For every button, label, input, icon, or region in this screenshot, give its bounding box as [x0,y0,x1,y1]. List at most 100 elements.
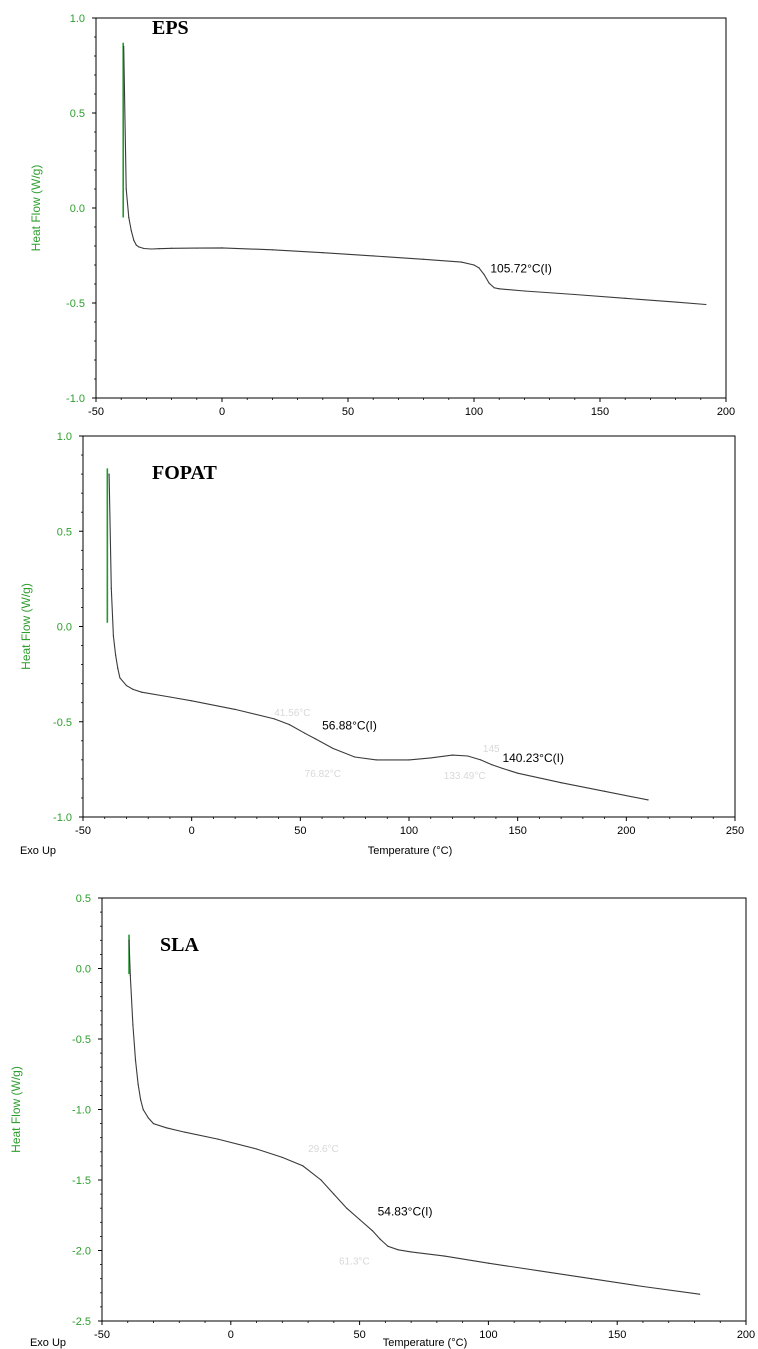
chart3-point [137,1083,139,1085]
chart3-point [140,1099,142,1101]
chart1-point [133,239,135,241]
chart2-point [132,688,134,690]
chart-panel-fopat: -50 0 50 100 150 200 250 -1.0 -0.5 0.0 0.5 1.0 Heat … [19,431,744,857]
chart2-point [467,755,469,757]
chart1-point [221,247,223,249]
chart1-xtick-label: -50 [88,406,104,418]
chart2-ytick-label: 0.0 [57,622,72,634]
chart2-point [451,754,454,756]
chart3-ylabel: Heat Flow (W/g) [9,1066,23,1153]
chart2-xtick-label: 50 [294,825,306,837]
chart3-point [371,1230,374,1232]
chart3-point [410,1251,412,1253]
chart2-point [480,759,482,761]
chart3-point [152,1123,155,1125]
chart3-ytick-label: -2.0 [72,1246,91,1258]
chart3-point [128,939,130,941]
chart1-point [125,188,127,190]
chart1-title: EPS [152,17,189,39]
chart2-point [108,473,110,475]
chart1-point [624,297,626,299]
chart3-point [487,1262,489,1264]
chart2-point [314,738,317,740]
chart2-ytick-label: -0.5 [53,717,72,729]
chart1-ytick-label: -1.0 [66,393,85,405]
chart1-point [574,293,576,296]
chart3-point [129,974,131,977]
chart2-point [288,724,291,726]
chart-panel-sla: -50 0 50 100 150 200 -2.5 -2.0 -1.5 -1.0 -0.5 0.0 0.… [9,893,755,1349]
chart2-transition-annotation: 140.23°C(I) [502,751,564,765]
chart-panel-eps: -50 0 50 100 150 200 -1.0 -0.5 0.0 0.5 1.0 Heat Flo… [29,13,735,418]
chart2-faint-annotation: 145 [483,744,500,755]
chart3-point [183,1131,186,1133]
chart2-point [647,799,649,801]
chart3-ytick-label: -0.5 [72,1034,91,1046]
chart2-point [191,700,193,702]
chart3-ytick-label: -1.5 [72,1175,91,1187]
chart1-transition-annotation: 105.72°C(I) [490,262,552,276]
chart1-point [171,247,173,249]
chart3-xtick-label: 50 [353,1329,365,1341]
chart3-point [320,1179,322,1181]
chart2-point [110,587,112,589]
chart2-point [119,677,121,679]
chart2-point [234,708,236,710]
chart3-ytick-label: 0.5 [76,893,91,905]
chart2-point [604,790,606,792]
chart1-xtick-label: 150 [591,406,609,418]
chart1-point [460,261,462,263]
chart2-point [141,691,143,693]
chart2-title: FOPAT [152,462,217,484]
chart1-point [123,45,125,48]
chart2-ytick-label: 1.0 [57,431,72,443]
chart3-point [134,1059,137,1061]
chart3-faint-annotation: 29.6°C [308,1144,339,1155]
chart2-xtick-label: 200 [617,825,635,837]
chart3-point [132,1024,134,1026]
chart1-point [483,273,485,276]
chart1-point [138,246,140,248]
chart3-point [387,1245,389,1247]
chart2-xtick-label: 100 [400,825,418,837]
chart1-point [135,244,137,246]
chart2-xtick-label: 250 [726,825,744,837]
chart2-faint-annotation: 41.56°C [274,708,310,719]
chart1-xtick-label: 0 [219,406,225,418]
chart3-point [147,1117,149,1119]
chart3-xlabel: Temperature (°C) [383,1337,467,1349]
chart2-xtick-label: 0 [189,825,195,837]
chart1-point [423,258,425,260]
chart3-heat-flow-line [128,940,700,1295]
chart3-point [346,1207,348,1209]
chart1-point [478,267,480,269]
chart1-point [488,282,490,284]
chart3-point [642,1285,644,1288]
chart3-point [397,1249,399,1251]
chart2-point [169,696,171,698]
chart3-faint-annotation: 61.3°C [339,1257,370,1268]
chart3-point [379,1238,381,1240]
chart3-exo-up-label: Exo Up [30,1337,66,1349]
chart3-point [302,1165,304,1167]
chart2-point [112,635,115,637]
chart3-point [255,1148,258,1150]
chart2-point [115,654,117,656]
chart1-point [675,301,677,303]
chart2-point [490,764,493,766]
chart3-ytick-label: 0.0 [76,964,91,976]
chart2-point [560,782,562,784]
chart2-ytick-label: 0.5 [57,526,72,538]
chart3-point [699,1293,701,1295]
chart1-xtick-label: 200 [717,406,735,418]
chart1-point [705,303,707,306]
chart1-heat-flow-line [123,46,706,306]
chart3-xtick-label: 150 [608,1329,626,1341]
chart2-xtick-label: 150 [508,825,526,837]
chart2-point [117,667,119,670]
chart1-ytick-label: -0.5 [66,298,85,310]
chart3-point [333,1193,335,1195]
chart2-point [501,767,504,770]
chart2-faint-annotation: 133.49°C [444,771,486,782]
chart2-point [332,747,334,750]
